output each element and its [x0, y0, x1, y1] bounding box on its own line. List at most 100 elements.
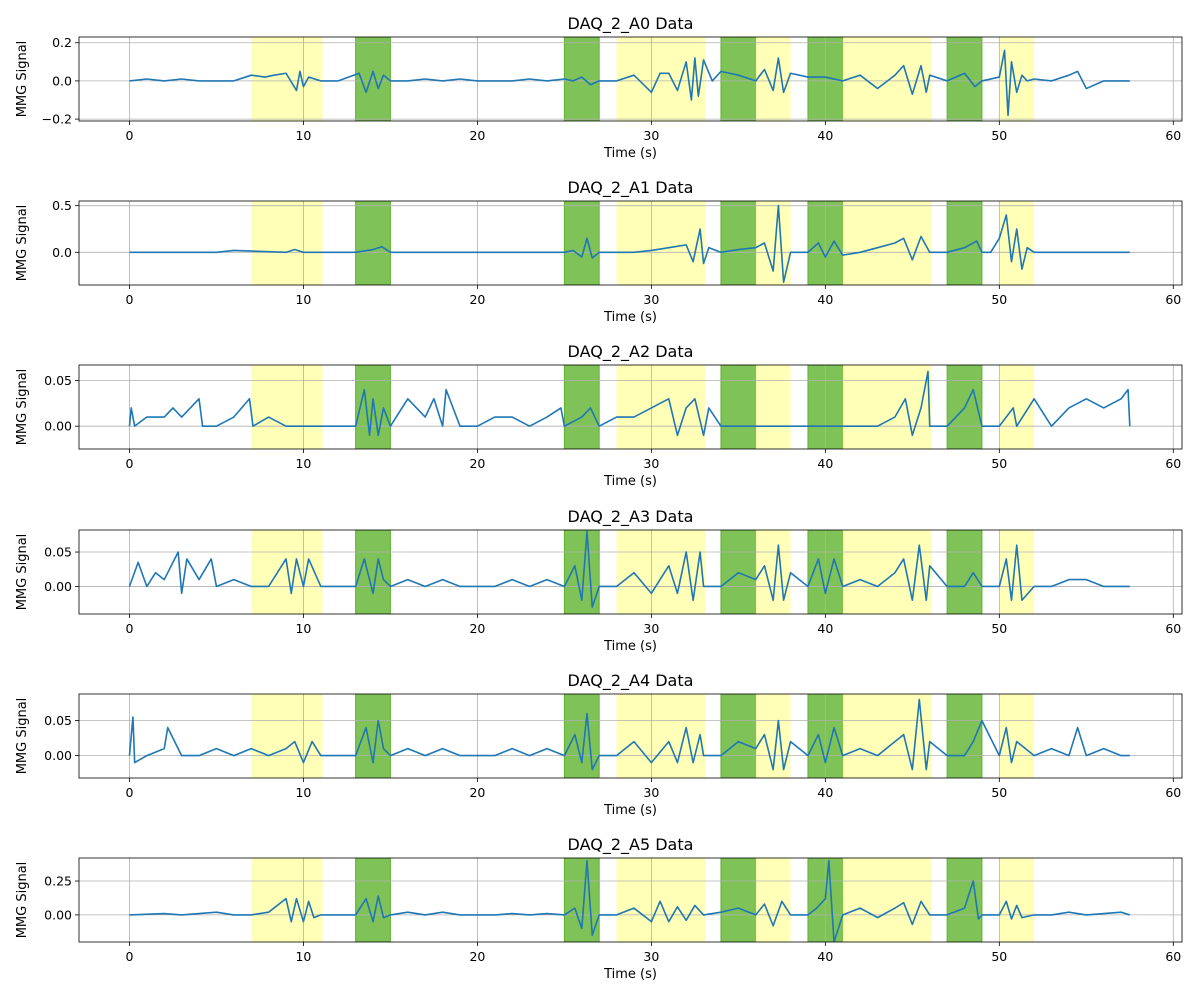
- subplot-5: 0 10 20 30 40 50 60 0.00 0.25 DAQ_2_A5 Data Time (…: [15, 835, 1183, 982]
- x-axis-label: Time (s): [603, 639, 657, 654]
- yellow-band: [842, 694, 932, 778]
- chart-title: DAQ_2_A0 Data: [568, 14, 694, 34]
- y-axis-label: MMG Signal: [15, 41, 30, 118]
- x-tick-label: 10: [295, 621, 311, 636]
- yellow-band: [842, 37, 932, 121]
- x-tick-label: 50: [991, 949, 1007, 964]
- chart-title: DAQ_2_A1 Data: [568, 178, 694, 198]
- series-line-0: [129, 859, 1131, 942]
- yellow-band: [616, 694, 706, 778]
- x-tick-label: 0: [125, 456, 133, 471]
- axes-frame: [78, 364, 1183, 450]
- yellow-band: [755, 858, 791, 942]
- series-line-0: [129, 49, 1130, 117]
- green-band: [355, 694, 391, 778]
- green-band: [720, 694, 757, 778]
- y-tick-label: −0.2: [42, 112, 72, 127]
- series-line-0: [129, 204, 1130, 283]
- x-tick-label: 50: [991, 785, 1007, 800]
- x-tick-label: 10: [295, 785, 311, 800]
- x-tick-label: 50: [991, 128, 1007, 143]
- subplot-3: 0 10 20 30 40 50 60 0.00 0.05 DAQ_2_A3 Data Time (…: [15, 507, 1183, 654]
- x-tick-label: 10: [295, 292, 311, 307]
- x-axis-label: Time (s): [603, 803, 657, 818]
- yellow-band: [999, 530, 1035, 614]
- y-tick-label: 0.25: [44, 874, 72, 889]
- y-tick-label: 0.05: [44, 545, 72, 560]
- y-tick-label: 0.00: [44, 907, 72, 922]
- x-tick-label: 20: [469, 292, 485, 307]
- yellow-band: [251, 365, 323, 449]
- chart-title: DAQ_2_A4 Data: [568, 671, 694, 691]
- chart-title: DAQ_2_A3 Data: [568, 507, 694, 527]
- x-tick-label: 40: [817, 128, 833, 143]
- x-tick-label: 60: [1165, 949, 1181, 964]
- yellow-band: [842, 858, 932, 942]
- chart-title: DAQ_2_A5 Data: [568, 835, 694, 855]
- green-band: [563, 365, 600, 449]
- green-band: [946, 530, 983, 614]
- x-tick-label: 0: [125, 621, 133, 636]
- yellow-band: [842, 530, 932, 614]
- x-tick-label: 30: [643, 456, 659, 471]
- y-axis-label: MMG Signal: [15, 698, 30, 775]
- axes-frame: [78, 36, 1183, 122]
- green-band: [563, 694, 600, 778]
- x-tick-label: 10: [295, 456, 311, 471]
- yellow-band: [842, 365, 932, 449]
- x-axis-label: Time (s): [603, 310, 657, 325]
- x-tick-label: 60: [1165, 621, 1181, 636]
- x-tick-label: 20: [469, 949, 485, 964]
- yellow-band: [842, 201, 932, 285]
- subplot-1: 0 10 20 30 40 50 60 0.0 0.5 DAQ_2_A1 Data Time (s)…: [15, 178, 1183, 325]
- x-tick-label: 60: [1165, 456, 1181, 471]
- y-tick-label: 0.00: [44, 419, 72, 434]
- x-axis-label: Time (s): [603, 474, 657, 489]
- y-tick-label: 0.0: [52, 245, 72, 260]
- y-axis-label: MMG Signal: [15, 862, 30, 939]
- yellow-band: [616, 201, 706, 285]
- yellow-band: [251, 37, 323, 121]
- y-axis-label: MMG Signal: [15, 205, 30, 282]
- green-band: [355, 201, 391, 285]
- yellow-band: [616, 858, 706, 942]
- yellow-band: [251, 694, 323, 778]
- x-tick-label: 50: [991, 456, 1007, 471]
- x-tick-label: 60: [1165, 128, 1181, 143]
- y-tick-label: 0.05: [44, 713, 72, 728]
- green-band: [355, 530, 391, 614]
- yellow-band: [999, 201, 1035, 285]
- x-tick-label: 30: [643, 785, 659, 800]
- green-band: [563, 37, 600, 121]
- x-tick-label: 0: [125, 292, 133, 307]
- x-tick-label: 30: [643, 949, 659, 964]
- yellow-band: [999, 858, 1035, 942]
- x-tick-label: 10: [295, 949, 311, 964]
- series-line-0: [128, 698, 1130, 771]
- x-tick-label: 0: [125, 785, 133, 800]
- yellow-band: [755, 365, 791, 449]
- green-band: [720, 365, 757, 449]
- axes-frame: [78, 857, 1183, 943]
- subplot-0: 0 10 20 30 40 50 60 −0.2 0.0 0.2 DAQ_2_A0 Data Time…: [15, 14, 1183, 161]
- x-tick-label: 40: [817, 949, 833, 964]
- x-tick-label: 40: [817, 785, 833, 800]
- green-band: [720, 858, 757, 942]
- axes-frame: [78, 693, 1183, 779]
- x-tick-label: 40: [817, 292, 833, 307]
- x-tick-label: 0: [125, 128, 133, 143]
- yellow-band: [999, 694, 1035, 778]
- yellow-band: [616, 37, 706, 121]
- axes-frame: [78, 529, 1183, 615]
- x-tick-label: 30: [643, 292, 659, 307]
- y-axis-label: MMG Signal: [15, 369, 30, 446]
- yellow-band: [616, 365, 706, 449]
- yellow-band: [251, 530, 323, 614]
- y-axis-label: MMG Signal: [15, 534, 30, 611]
- x-tick-label: 40: [817, 621, 833, 636]
- subplot-2: 0 10 20 30 40 50 60 0.00 0.05 DAQ_2_A2 Data Time (…: [15, 342, 1183, 489]
- x-axis-label: Time (s): [603, 967, 657, 982]
- subplot-4: 0 10 20 30 40 50 60 0.00 0.05 DAQ_2_A4 Data Time (…: [15, 671, 1183, 818]
- x-tick-label: 60: [1165, 785, 1181, 800]
- x-tick-label: 30: [643, 128, 659, 143]
